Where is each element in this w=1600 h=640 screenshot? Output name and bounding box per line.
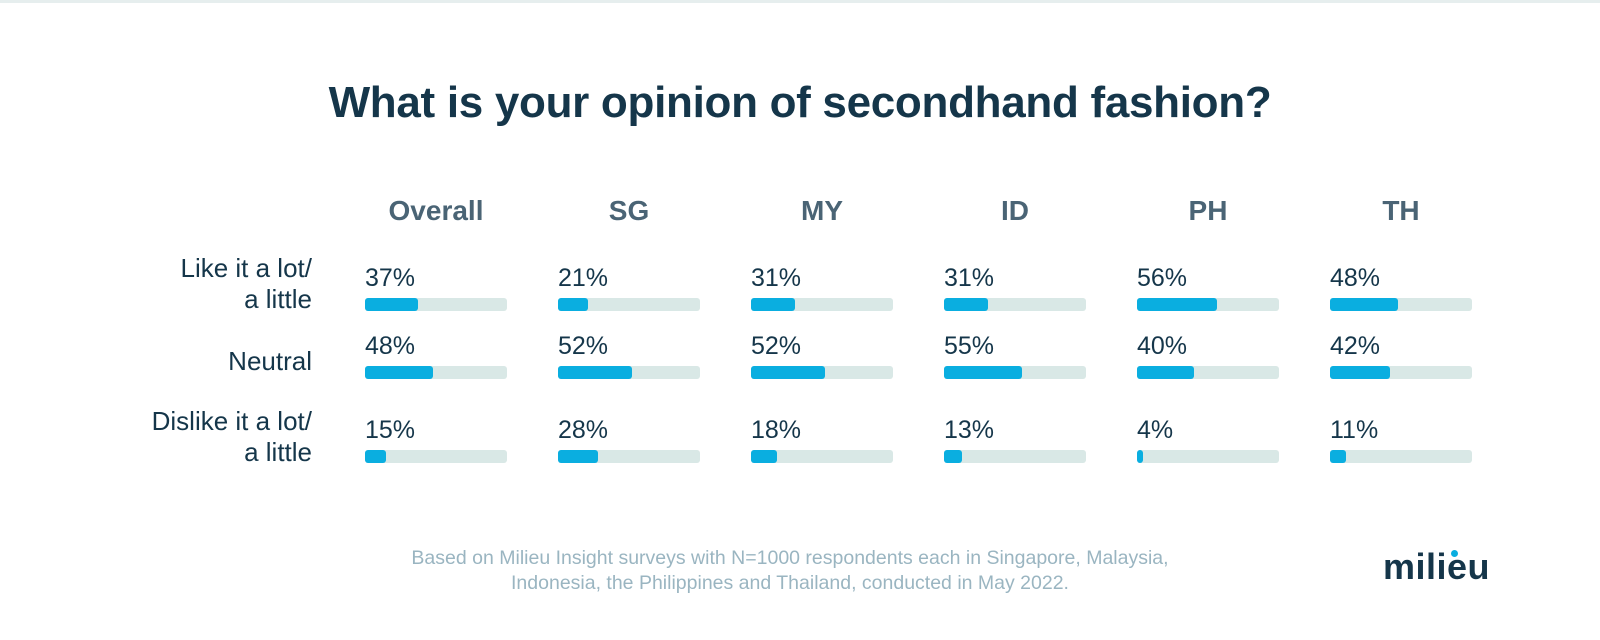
bar-fill xyxy=(365,450,387,463)
bar-track xyxy=(365,366,507,379)
bar-cell: 4% xyxy=(1137,415,1279,475)
bar-cell: 48% xyxy=(365,331,507,391)
footnote: Based on Milieu Insight surveys with N=1… xyxy=(340,546,1240,596)
value-label: 48% xyxy=(1330,264,1381,292)
bar-track xyxy=(944,298,1086,311)
bar-track xyxy=(751,366,893,379)
bar-cell: 11% xyxy=(1330,415,1472,475)
bar-track xyxy=(1330,298,1472,311)
column-header-sg: SG xyxy=(608,195,650,226)
row-label-line: a little xyxy=(244,284,312,314)
bar-fill xyxy=(1330,450,1346,463)
value-label: 55% xyxy=(944,332,995,360)
bar-fill xyxy=(1330,366,1390,379)
bar-cell: 31% xyxy=(944,263,1086,323)
bar-cell: 55% xyxy=(944,331,1086,391)
value-label: 31% xyxy=(751,264,802,292)
bar-fill xyxy=(558,366,632,379)
value-label: 11% xyxy=(1330,416,1379,444)
value-label: 31% xyxy=(944,264,995,292)
bar-fill xyxy=(1137,450,1143,463)
bar-track xyxy=(1137,450,1279,463)
row-label-2: Dislike it a lot/a little xyxy=(60,406,312,468)
logo-dot-icon xyxy=(1451,550,1458,557)
bar-track xyxy=(1137,298,1279,311)
bar-fill xyxy=(751,450,777,463)
top-rule xyxy=(0,0,1600,3)
bar-fill xyxy=(944,366,1023,379)
footnote-line-1: Based on Milieu Insight surveys with N=1… xyxy=(411,547,1169,569)
bar-track xyxy=(944,450,1086,463)
bar-cell: 28% xyxy=(558,415,700,475)
bar-cell: 13% xyxy=(944,415,1086,475)
bar-track xyxy=(1137,366,1279,379)
value-label: 40% xyxy=(1137,332,1188,360)
value-label: 48% xyxy=(365,332,416,360)
bar-cell: 40% xyxy=(1137,331,1279,391)
bar-cell: 56% xyxy=(1137,263,1279,323)
row-label-line: Like it a lot/ xyxy=(180,253,312,283)
bar-cell: 15% xyxy=(365,415,507,475)
bar-cell: 31% xyxy=(751,263,893,323)
bar-track xyxy=(365,298,507,311)
bar-fill xyxy=(944,450,963,463)
bar-track xyxy=(751,450,893,463)
row-label-1: Neutral xyxy=(60,346,312,377)
row-label-0: Like it a lot/a little xyxy=(60,253,312,315)
value-label: 21% xyxy=(558,264,609,292)
bar-track xyxy=(751,298,893,311)
footnote-line-2: Indonesia, the Philippines and Thailand,… xyxy=(511,572,1069,594)
bar-fill xyxy=(751,298,796,311)
bar-cell: 52% xyxy=(751,331,893,391)
bar-cell: 37% xyxy=(365,263,507,323)
row-label-line: Dislike it a lot/ xyxy=(151,406,312,436)
bar-cell: 21% xyxy=(558,263,700,323)
bar-track xyxy=(1330,366,1472,379)
bar-fill xyxy=(1137,298,1217,311)
bar-fill xyxy=(558,450,598,463)
column-header-my: MY xyxy=(801,195,843,226)
value-label: 28% xyxy=(558,416,609,444)
milieu-logo: milieu xyxy=(1383,546,1491,587)
bar-track xyxy=(558,366,700,379)
bar-fill xyxy=(365,366,434,379)
bar-track xyxy=(944,366,1086,379)
row-label-line: Neutral xyxy=(228,346,312,376)
bar-fill xyxy=(558,298,588,311)
bar-cell: 48% xyxy=(1330,263,1472,323)
bar-cell: 18% xyxy=(751,415,893,475)
bar-track xyxy=(558,298,700,311)
bar-track xyxy=(1330,450,1472,463)
value-label: 18% xyxy=(751,416,802,444)
row-label-line: a little xyxy=(244,437,312,467)
value-label: 42% xyxy=(1330,332,1381,360)
bar-fill xyxy=(365,298,418,311)
bar-fill xyxy=(751,366,825,379)
value-label: 13% xyxy=(944,416,995,444)
bar-cell: 42% xyxy=(1330,331,1472,391)
value-label: 52% xyxy=(558,332,609,360)
bar-fill xyxy=(1137,366,1194,379)
value-label: 37% xyxy=(365,264,416,292)
value-label: 15% xyxy=(365,416,416,444)
value-label: 4% xyxy=(1137,416,1174,444)
column-header-overall: Overall xyxy=(388,195,484,226)
chart-title: What is your opinion of secondhand fashi… xyxy=(328,78,1272,127)
bar-track xyxy=(558,450,700,463)
bar-fill xyxy=(1330,298,1399,311)
column-header-id: ID xyxy=(1001,195,1029,226)
bar-cell: 52% xyxy=(558,331,700,391)
bar-track xyxy=(365,450,507,463)
value-label: 52% xyxy=(751,332,802,360)
column-header-th: TH xyxy=(1382,195,1420,226)
value-label: 56% xyxy=(1137,264,1188,292)
bar-fill xyxy=(944,298,989,311)
column-header-ph: PH xyxy=(1188,195,1228,226)
